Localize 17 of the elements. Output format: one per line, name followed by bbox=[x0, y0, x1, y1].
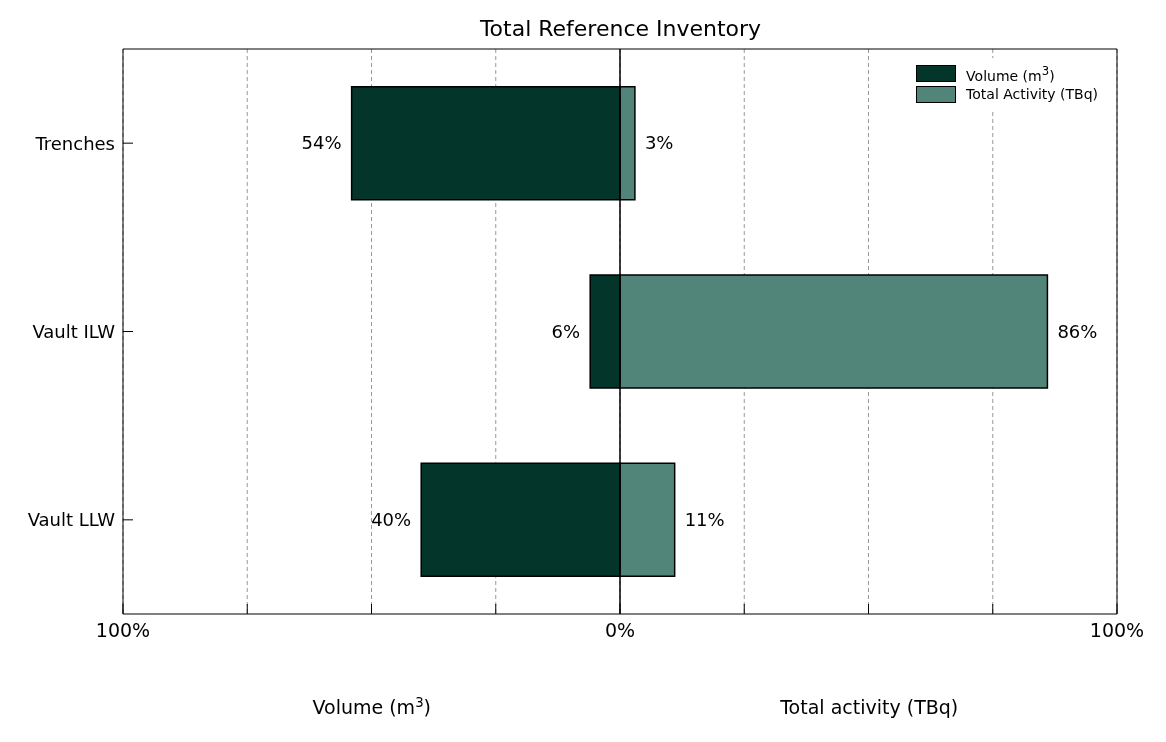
x-tick-label: 0% bbox=[604, 619, 636, 642]
x-axis-title: Volume (m$^{3}$) bbox=[312, 694, 432, 718]
legend-label: Total Activity (TBq) bbox=[966, 86, 1098, 103]
text: Total activity (TBq) bbox=[779, 696, 959, 718]
data-label: 40% bbox=[371, 509, 412, 531]
data-label: 3% bbox=[644, 132, 674, 154]
chart-title: Total Reference Inventory bbox=[478, 16, 762, 41]
legend-label: Volume (m$^{3}$) bbox=[966, 64, 1055, 84]
x-tick-label: 100% bbox=[95, 619, 151, 642]
data-label: 86% bbox=[1057, 320, 1098, 342]
y-tick-label: Vault LLW bbox=[27, 509, 116, 531]
y-tick-label: Trenches bbox=[34, 132, 115, 154]
data-label: 11% bbox=[684, 509, 725, 531]
data-label: 54% bbox=[301, 132, 342, 154]
x-tick-label: 100% bbox=[1089, 619, 1145, 642]
y-tick-label: Vault ILW bbox=[32, 320, 116, 342]
data-label: 6% bbox=[551, 320, 581, 342]
